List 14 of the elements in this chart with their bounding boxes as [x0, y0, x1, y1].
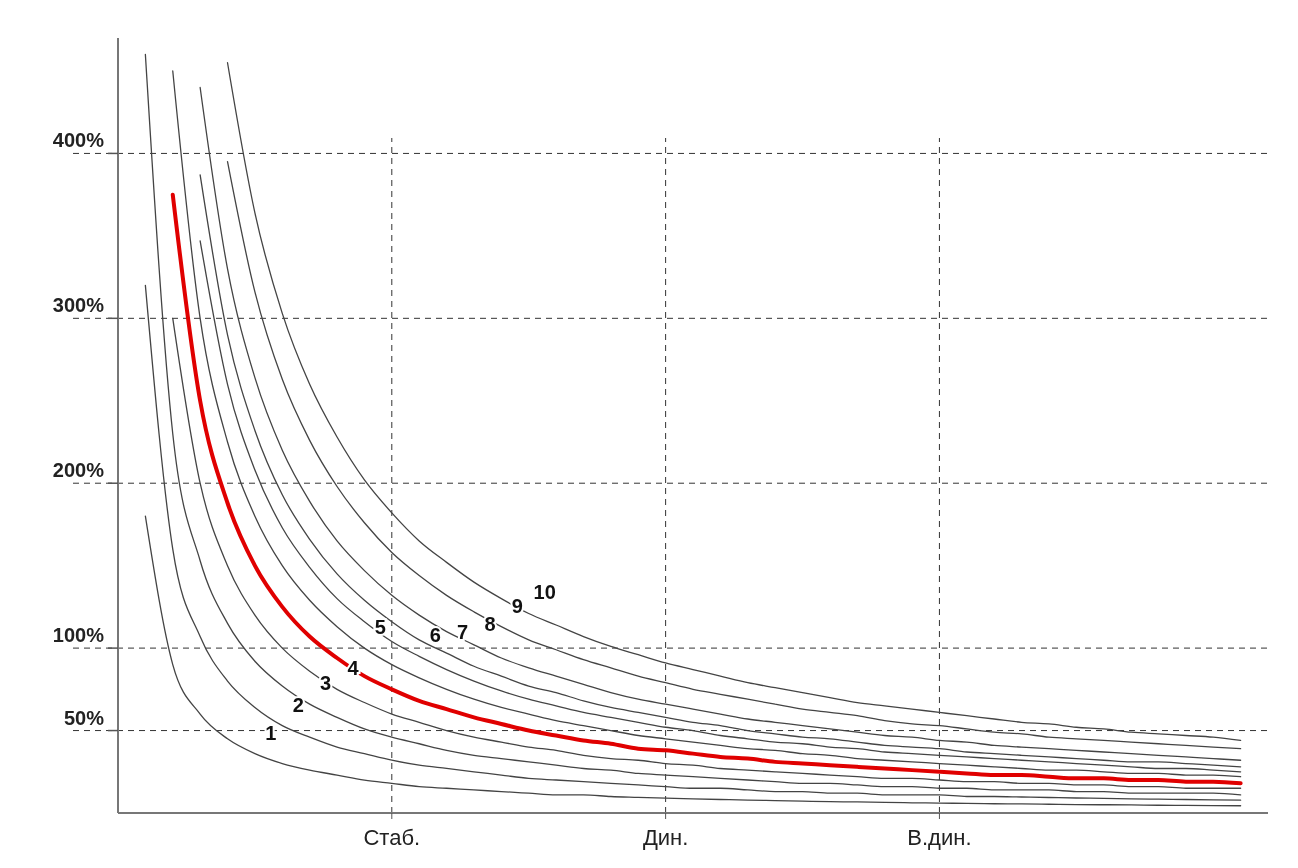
x-tick-label: Стаб.: [363, 825, 421, 850]
y-tick-label: 400%: [52, 129, 105, 152]
annotation: 2: [292, 693, 304, 716]
x-tick-label: Дин.: [642, 825, 689, 850]
y-tick-label: 50%: [63, 706, 105, 729]
y-tick-label: 200%: [52, 459, 105, 482]
annotation: 10: [533, 581, 556, 604]
annotation: 7: [457, 621, 469, 644]
y-tick-label: 100%: [52, 624, 105, 647]
y-tick-label: 300%: [52, 294, 105, 317]
annotation: 1: [265, 721, 277, 744]
annotation: 6: [429, 624, 441, 647]
x-tick-label: В.дин.: [907, 825, 972, 850]
annotation: 5: [374, 616, 386, 639]
